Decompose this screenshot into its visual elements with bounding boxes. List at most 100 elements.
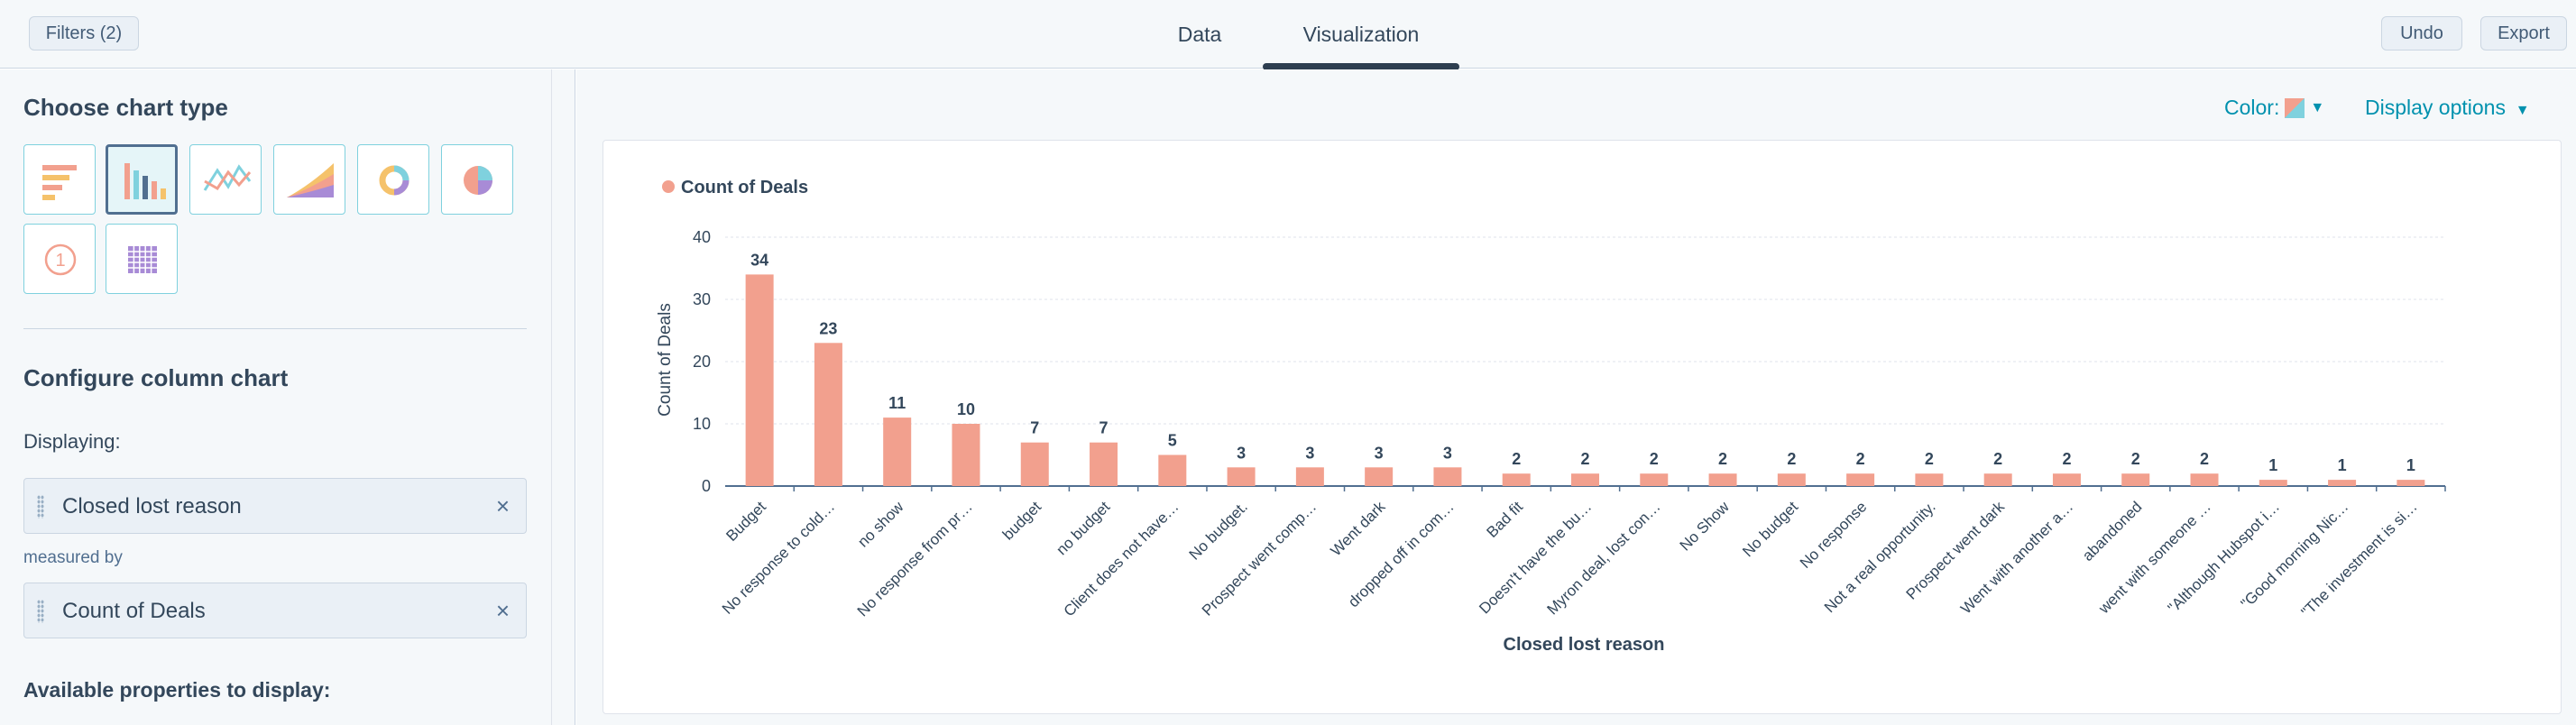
data-label: 7 [1030, 419, 1039, 437]
data-label: 2 [2131, 450, 2140, 468]
area-chart-icon [287, 163, 334, 197]
bar[interactable] [1777, 473, 1806, 486]
display-options-dropdown[interactable]: Display options ▼ [2365, 96, 2530, 120]
data-label: 2 [1580, 450, 1589, 468]
bar[interactable] [2121, 473, 2150, 486]
data-label: 1 [2268, 456, 2277, 474]
data-label: 2 [1856, 450, 1865, 468]
data-label: 2 [1925, 450, 1934, 468]
measure-property-pill[interactable]: Count of Deals × [23, 583, 527, 638]
x-tick-label: "Although Hubspot i… [2165, 498, 2283, 616]
legend-marker [662, 180, 675, 193]
chart-card: Count of Deals 0 10 20 30 40 34 23 11 10 7 7 5 3 3 3 3… [603, 140, 2562, 714]
remove-icon[interactable]: × [495, 492, 510, 519]
x-tick-label: went with someone … [2094, 498, 2213, 617]
data-label: 2 [2062, 450, 2071, 468]
bar[interactable] [2397, 480, 2425, 486]
bar[interactable] [2190, 473, 2219, 486]
x-tick-label: "The investment is si… [2298, 498, 2421, 620]
drag-handle-icon[interactable] [37, 600, 44, 623]
bar[interactable] [1090, 442, 1118, 486]
horizontal-bar-chart-icon [42, 165, 77, 200]
data-label: 2 [1993, 450, 2002, 468]
configure-chart-heading: Configure column chart [23, 364, 289, 391]
bar[interactable] [2052, 473, 2081, 486]
bar[interactable] [1640, 473, 1669, 486]
remove-icon[interactable]: × [495, 597, 510, 624]
x-tick-label: No Show [1677, 498, 1734, 555]
donut-chart-icon [379, 165, 409, 196]
x-tick-label: Doesn't have the bu… [1476, 498, 1595, 617]
pie-chart-icon [464, 166, 492, 195]
color-picker[interactable]: Color: ▼ [2224, 96, 2324, 120]
bar[interactable] [1983, 473, 2012, 486]
chart-type-pie[interactable] [441, 144, 513, 215]
x-tick-label: No response to cold… [719, 498, 838, 617]
section-divider [23, 328, 527, 329]
displaying-property-pill[interactable]: Closed lost reason × [23, 478, 527, 534]
bar[interactable] [1846, 473, 1875, 486]
y-tick-label: 20 [693, 353, 711, 371]
active-tab-indicator [1263, 63, 1459, 70]
displaying-property-value: Closed lost reason [62, 494, 242, 519]
data-label: 7 [1099, 419, 1109, 437]
chart-type-horizontal-bar[interactable] [23, 144, 96, 215]
bar[interactable] [883, 418, 912, 486]
data-label: 3 [1305, 444, 1314, 462]
x-tick-label: No response [1797, 498, 1871, 572]
bar[interactable] [1295, 467, 1324, 486]
bar[interactable] [1708, 473, 1737, 486]
measured-by-label: measured by [23, 548, 123, 567]
x-tick-label: Budget [722, 498, 769, 545]
data-label: 1 [2406, 456, 2415, 474]
bar[interactable] [745, 274, 774, 486]
panel-resize-handle[interactable] [552, 69, 575, 725]
bar[interactable] [1365, 467, 1394, 486]
data-label: 3 [1237, 444, 1246, 462]
line-chart-icon [203, 164, 252, 191]
tab-visualization[interactable]: Visualization [1302, 22, 1420, 46]
caret-down-icon: ▼ [2511, 103, 2530, 118]
bar[interactable] [1502, 473, 1531, 486]
x-tick-label: Bad fit [1484, 498, 1527, 541]
chart-type-area[interactable] [273, 144, 345, 215]
kpi-number-icon: 1 [44, 243, 77, 276]
bar[interactable] [2328, 480, 2357, 486]
y-tick-label: 10 [693, 415, 711, 433]
bar[interactable] [1915, 473, 1944, 486]
tab-data[interactable]: Data [1177, 22, 1222, 46]
data-label: 2 [1718, 450, 1727, 468]
bar[interactable] [814, 343, 842, 486]
export-button[interactable]: Export [2480, 16, 2567, 50]
bar[interactable] [1227, 467, 1256, 486]
bar[interactable] [1020, 442, 1049, 486]
chart-type-line[interactable] [189, 144, 262, 215]
bar[interactable] [952, 424, 980, 486]
data-label: 2 [1787, 450, 1796, 468]
bar[interactable] [2259, 480, 2287, 486]
bar[interactable] [1158, 454, 1187, 487]
legend-label[interactable]: Count of Deals [681, 178, 808, 197]
x-tick-label: Not a real opportunity. [1821, 498, 1939, 616]
chart-type-column[interactable] [106, 144, 178, 215]
bar[interactable] [1571, 473, 1599, 486]
x-tick-label: no budget [1053, 498, 1113, 558]
svg-text:1: 1 [55, 251, 65, 271]
caret-down-icon: ▼ [2310, 99, 2325, 115]
chart-type-table[interactable] [106, 224, 178, 294]
bar[interactable] [1433, 467, 1462, 486]
y-tick-label: 0 [702, 477, 711, 495]
x-tick-label: No budget [1739, 498, 1801, 560]
x-tick-label: Went dark [1327, 498, 1388, 559]
color-label: Color: [2224, 96, 2280, 119]
data-label: 11 [888, 394, 906, 412]
filters-button[interactable]: Filters (2) [29, 16, 139, 50]
data-label: 3 [1443, 444, 1452, 462]
displaying-label: Displaying: [23, 430, 121, 453]
color-swatch-icon [2285, 97, 2305, 118]
chart-type-kpi[interactable]: 1 [23, 224, 96, 294]
undo-button[interactable]: Undo [2381, 16, 2462, 50]
drag-handle-icon[interactable] [37, 495, 44, 519]
chart-type-donut[interactable] [357, 144, 429, 215]
